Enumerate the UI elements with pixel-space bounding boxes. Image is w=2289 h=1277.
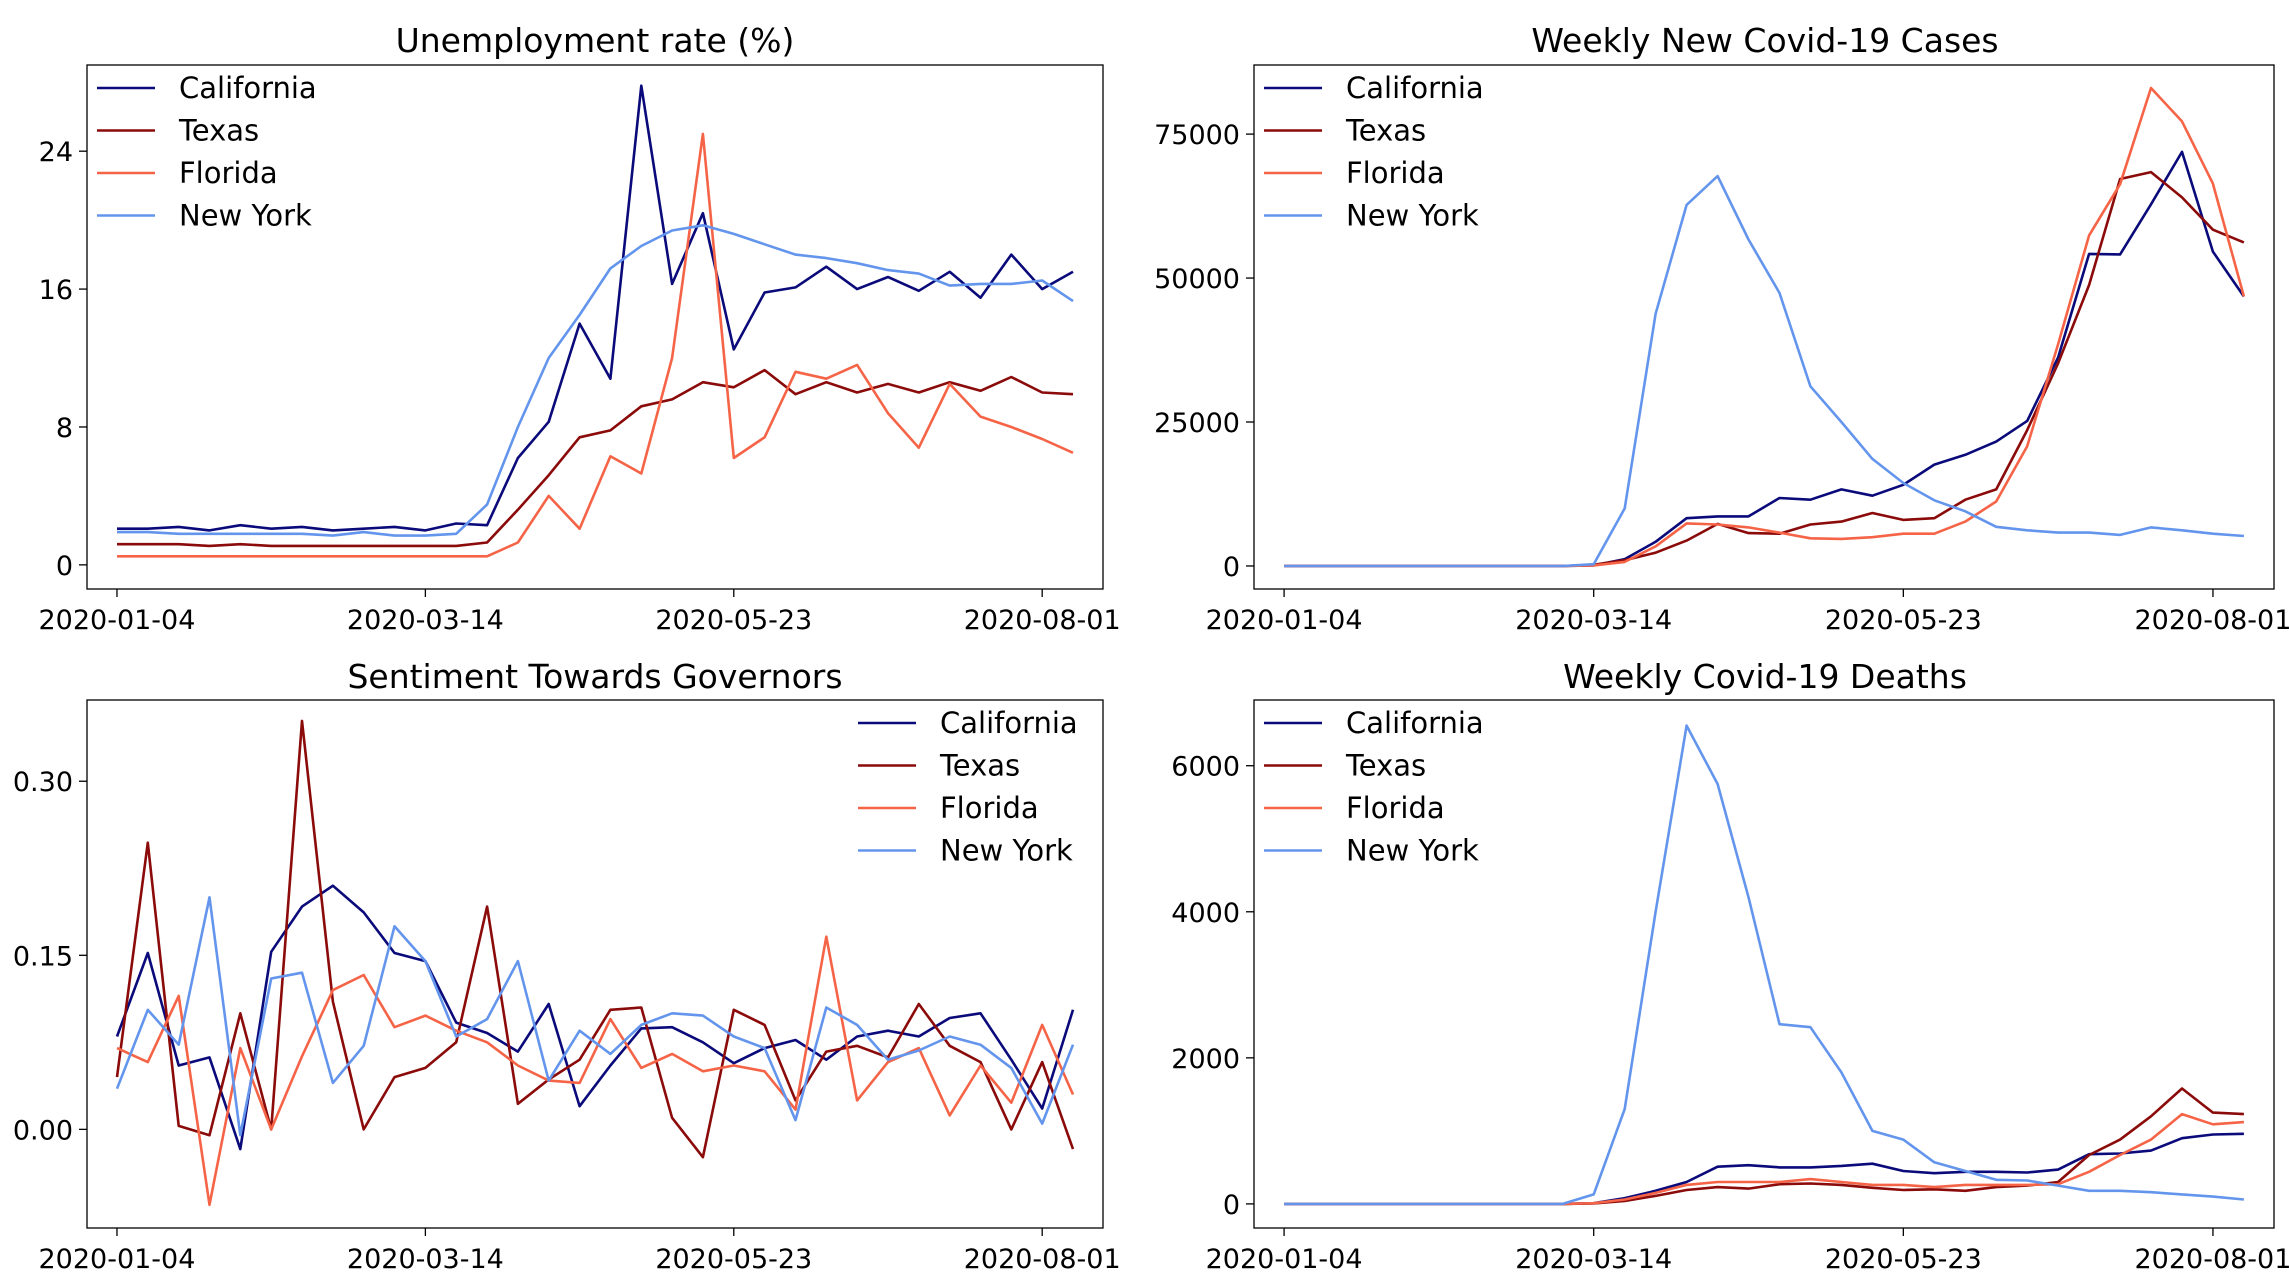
x-tick-label: 2020-03-14 bbox=[347, 605, 504, 636]
legend-label: New York bbox=[179, 199, 312, 233]
series-layer bbox=[1284, 724, 2245, 1206]
y-tick-label: 4000 bbox=[1171, 898, 1240, 929]
x-tick-label: 2020-08-01 bbox=[2134, 605, 2289, 636]
y-tick-label: 75000 bbox=[1154, 120, 1240, 151]
legend-label: Texas bbox=[939, 749, 1020, 783]
x-tick-label: 2020-01-04 bbox=[1206, 1244, 1363, 1275]
legend-label: Florida bbox=[940, 791, 1039, 825]
x-tick-label: 2020-01-04 bbox=[39, 1244, 196, 1275]
x-tick-label: 2020-01-04 bbox=[39, 605, 196, 636]
y-tick-label: 16 bbox=[39, 275, 73, 306]
legend-label: Florida bbox=[1346, 156, 1445, 190]
series-line-california bbox=[1284, 1132, 2244, 1206]
y-tick-label: 8 bbox=[56, 413, 73, 444]
y-tick-label: 0.00 bbox=[13, 1115, 73, 1146]
legend-label: New York bbox=[940, 834, 1073, 868]
y-axis: 0 2000 4000 6000 bbox=[1171, 752, 1254, 1221]
series-line-texas bbox=[117, 368, 1074, 548]
x-tick-label: 2020-03-14 bbox=[347, 1244, 504, 1275]
x-tick-label: 2020-05-23 bbox=[1825, 605, 1982, 636]
y-tick-label: 24 bbox=[39, 137, 73, 168]
legend-label: Florida bbox=[1346, 791, 1445, 825]
legend-label: California bbox=[1346, 71, 1484, 105]
axes-frame bbox=[86, 64, 1104, 590]
axes-frame bbox=[1253, 64, 2275, 590]
series-line-texas bbox=[115, 719, 1075, 1159]
y-tick-label: 0 bbox=[1223, 1190, 1240, 1221]
x-axis: 2020-01-04 2020-03-14 2020-05-23 2020-08-01 bbox=[39, 589, 1121, 636]
series-layer bbox=[117, 84, 1074, 558]
series-line-new-york bbox=[115, 895, 1075, 1137]
series-line-california bbox=[117, 84, 1074, 532]
x-tick-label: 2020-08-01 bbox=[2134, 1244, 2289, 1275]
y-tick-label: 50000 bbox=[1154, 264, 1240, 295]
y-tick-label: 6000 bbox=[1171, 752, 1240, 783]
series-line-new-york bbox=[1284, 174, 2244, 568]
legend: California Texas Florida New York bbox=[97, 71, 317, 233]
x-axis: 2020-01-04 2020-03-14 2020-05-23 2020-08-01 bbox=[1206, 589, 2289, 636]
y-tick-label: 2000 bbox=[1171, 1044, 1240, 1075]
x-tick-label: 2020-08-01 bbox=[964, 1244, 1121, 1275]
series-line-new-york bbox=[1284, 724, 2245, 1206]
legend: California Texas Florida New York bbox=[858, 706, 1078, 868]
legend-label: Texas bbox=[1345, 114, 1426, 148]
x-tick-label: 2020-03-14 bbox=[1515, 1244, 1672, 1275]
legend-label: New York bbox=[1346, 834, 1479, 868]
panel-sentiment-towards-governors: Sentiment Towards Governors 0.00 0.15 0.30… bbox=[13, 657, 1121, 1275]
y-axis: 0 8 16 24 bbox=[39, 137, 87, 582]
y-tick-label: 0.15 bbox=[13, 941, 73, 972]
y-tick-label: 0 bbox=[1223, 552, 1240, 583]
series-line-california bbox=[115, 884, 1075, 1151]
series-line-florida bbox=[117, 132, 1074, 558]
x-tick-label: 2020-05-23 bbox=[1825, 1244, 1982, 1275]
panel-title: Weekly Covid-19 Deaths bbox=[1563, 657, 1967, 696]
y-tick-label: 0 bbox=[56, 551, 73, 582]
series-line-florida bbox=[116, 935, 1075, 1207]
legend-label: Texas bbox=[178, 114, 259, 148]
x-tick-label: 2020-05-23 bbox=[655, 605, 812, 636]
series-line-new-york bbox=[117, 224, 1074, 537]
x-tick-label: 2020-08-01 bbox=[964, 605, 1121, 636]
legend-label: Texas bbox=[1345, 749, 1426, 783]
y-axis: 0 25000 50000 75000 bbox=[1154, 120, 1254, 583]
panel-weekly-deaths: Weekly Covid-19 Deaths 0 2000 4000 6000 202… bbox=[1171, 657, 2289, 1275]
y-tick-label: 25000 bbox=[1154, 408, 1240, 439]
series-layer bbox=[115, 719, 1075, 1207]
x-axis: 2020-01-04 2020-03-14 2020-05-23 2020-08-01 bbox=[1206, 1228, 2289, 1275]
series-line-texas bbox=[1284, 1087, 2244, 1206]
panel-title: Weekly New Covid-19 Cases bbox=[1531, 21, 1998, 60]
panel-weekly-new-cases: Weekly New Covid-19 Cases 0 25000 50000 750… bbox=[1154, 21, 2289, 636]
legend-label: New York bbox=[1346, 199, 1479, 233]
y-tick-label: 0.30 bbox=[13, 767, 73, 798]
legend-label: California bbox=[1346, 706, 1484, 740]
axes-frame bbox=[1253, 699, 2275, 1229]
y-axis: 0.00 0.15 0.30 bbox=[13, 767, 87, 1146]
x-tick-label: 2020-01-04 bbox=[1206, 605, 1363, 636]
legend-label: California bbox=[179, 71, 317, 105]
x-tick-label: 2020-05-23 bbox=[655, 1244, 812, 1275]
panel-title: Unemployment rate (%) bbox=[396, 21, 795, 60]
axes-frame bbox=[86, 699, 1104, 1229]
x-tick-label: 2020-03-14 bbox=[1515, 605, 1672, 636]
legend-label: Florida bbox=[179, 156, 278, 190]
panel-title: Sentiment Towards Governors bbox=[347, 657, 842, 696]
series-layer bbox=[1284, 86, 2246, 568]
legend: California Texas Florida New York bbox=[1264, 71, 1484, 233]
x-axis: 2020-01-04 2020-03-14 2020-05-23 2020-08-01 bbox=[39, 1228, 1121, 1275]
legend: California Texas Florida New York bbox=[1264, 706, 1484, 868]
legend-label: California bbox=[940, 706, 1078, 740]
